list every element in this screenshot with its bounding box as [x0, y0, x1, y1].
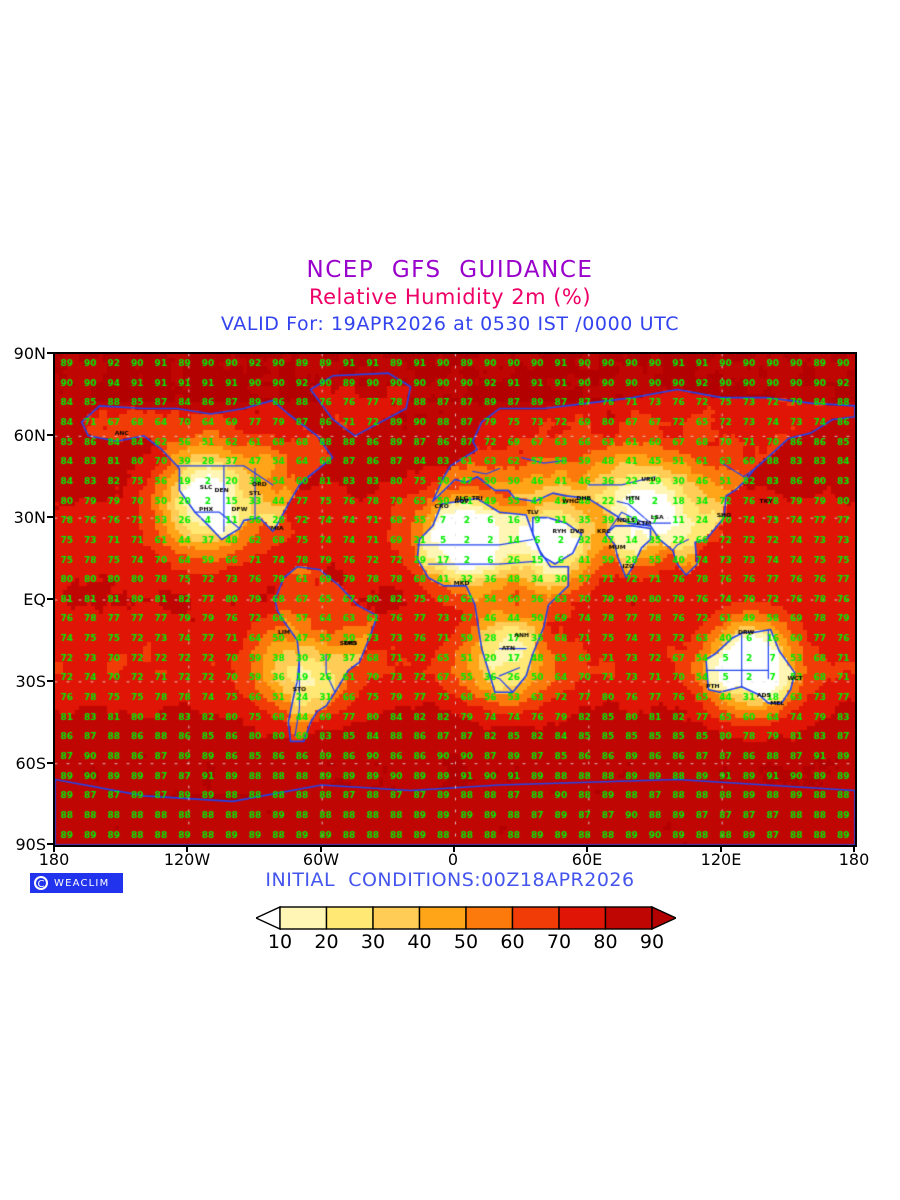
colorbar-tick-40: 40	[407, 931, 432, 953]
y-axis-label-90s: 90S	[15, 835, 46, 854]
colorbar-swatches	[256, 905, 676, 931]
colorbar-tick-80: 80	[593, 931, 618, 953]
y-axis-label-30s: 30S	[15, 672, 46, 691]
x-axis-label-120e: 120E	[700, 850, 742, 869]
y-tick-60n	[47, 434, 54, 436]
y-tick-eq	[47, 598, 54, 600]
weaclim-logo: C WEACLIM	[30, 873, 123, 893]
x-axis-label-120w: 120W	[163, 850, 211, 869]
initial-conditions-label: INITIAL CONDITIONS:00Z18APR2026	[265, 869, 635, 891]
colorbar-tick-30: 30	[360, 931, 386, 953]
global-humidity-map	[53, 352, 857, 847]
x-tick-180e	[853, 845, 855, 852]
x-tick-0	[453, 845, 455, 852]
y-axis-label-eq: EQ	[23, 590, 46, 609]
x-axis-label-60e: 60E	[571, 850, 603, 869]
colorbar-tick-labels: 10 20 30 40 50 60 70 80 90	[256, 931, 676, 955]
y-axis-label-60s: 60S	[15, 754, 46, 773]
colorbar-tick-50: 50	[453, 931, 479, 953]
x-tick-180w	[53, 845, 55, 852]
colorbar-tick-90: 90	[639, 931, 665, 953]
colorbar-tick-20: 20	[314, 931, 339, 953]
y-tick-60s	[47, 762, 54, 764]
page-title: NCEP GFS GUIDANCE	[306, 257, 594, 283]
x-tick-120w	[186, 845, 188, 852]
y-axis-label-30n: 30N	[13, 508, 46, 527]
copyright-icon: C	[34, 876, 48, 890]
x-axis-label-180w: 180	[38, 850, 70, 869]
x-axis-label-0: 0	[447, 850, 459, 869]
x-tick-60e	[586, 845, 588, 852]
colorbar-tick-10: 10	[267, 931, 293, 953]
humidity-colorbar: 10 20 30 40 50 60 70 80 90	[256, 905, 676, 955]
y-tick-90s	[47, 843, 54, 845]
chart-title-block: NCEP GFS GUIDANCE Relative Humidity 2m (…	[0, 256, 900, 337]
x-tick-60w	[320, 845, 322, 852]
y-tick-30n	[47, 516, 54, 518]
y-tick-30s	[47, 680, 54, 682]
colorbar-tick-70: 70	[546, 931, 572, 953]
y-tick-90n	[47, 352, 54, 354]
x-axis-label-60w: 60W	[302, 850, 340, 869]
colorbar-tick-60: 60	[500, 931, 525, 953]
y-axis-label-60n: 60N	[13, 426, 46, 445]
weaclim-brand-label: WEACLIM	[54, 877, 110, 889]
x-tick-120e	[720, 845, 722, 852]
field-subtitle: Relative Humidity 2m (%)	[308, 285, 592, 309]
valid-time-label: VALID For: 19APR2026 at 0530 IST /0000 U…	[220, 313, 680, 335]
x-axis-label-180e: 180	[838, 850, 870, 869]
y-axis-label-90n: 90N	[13, 344, 46, 363]
humidity-heatmap-canvas	[55, 354, 855, 845]
